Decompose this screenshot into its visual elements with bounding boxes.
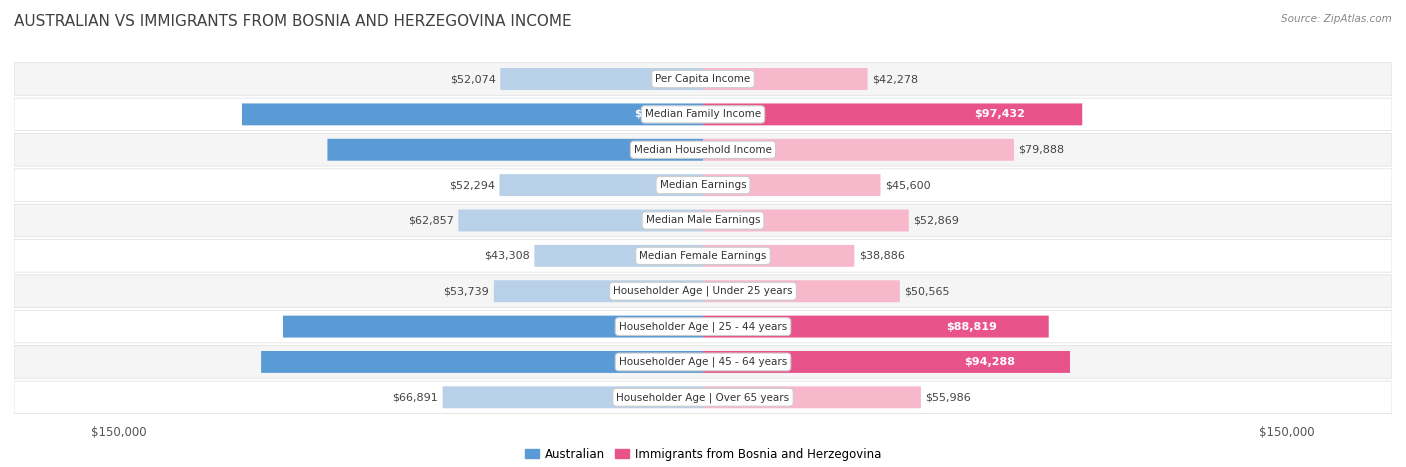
Text: Householder Age | 45 - 64 years: Householder Age | 45 - 64 years <box>619 357 787 367</box>
FancyBboxPatch shape <box>703 316 1049 338</box>
FancyBboxPatch shape <box>14 134 1392 166</box>
FancyBboxPatch shape <box>703 68 868 90</box>
FancyBboxPatch shape <box>14 63 1392 95</box>
Text: $96,490: $96,490 <box>647 145 697 155</box>
Text: $66,891: $66,891 <box>392 392 437 402</box>
Text: Median Female Earnings: Median Female Earnings <box>640 251 766 261</box>
FancyBboxPatch shape <box>443 386 703 408</box>
Text: $88,819: $88,819 <box>946 322 997 332</box>
FancyBboxPatch shape <box>458 210 703 232</box>
FancyBboxPatch shape <box>703 103 1083 125</box>
Text: Median Earnings: Median Earnings <box>659 180 747 190</box>
FancyBboxPatch shape <box>494 280 703 302</box>
Text: Median Household Income: Median Household Income <box>634 145 772 155</box>
FancyBboxPatch shape <box>14 204 1392 237</box>
FancyBboxPatch shape <box>703 245 855 267</box>
FancyBboxPatch shape <box>14 310 1392 343</box>
FancyBboxPatch shape <box>14 98 1392 131</box>
Text: $45,600: $45,600 <box>886 180 931 190</box>
Text: $52,869: $52,869 <box>914 215 959 226</box>
Text: $42,278: $42,278 <box>872 74 918 84</box>
Text: AUSTRALIAN VS IMMIGRANTS FROM BOSNIA AND HERZEGOVINA INCOME: AUSTRALIAN VS IMMIGRANTS FROM BOSNIA AND… <box>14 14 572 29</box>
Text: $97,432: $97,432 <box>974 109 1025 120</box>
FancyBboxPatch shape <box>499 174 703 196</box>
FancyBboxPatch shape <box>14 346 1392 378</box>
Text: $55,986: $55,986 <box>925 392 972 402</box>
Text: $118,440: $118,440 <box>634 109 693 120</box>
Text: $94,288: $94,288 <box>965 357 1015 367</box>
Text: $38,886: $38,886 <box>859 251 905 261</box>
FancyBboxPatch shape <box>534 245 703 267</box>
FancyBboxPatch shape <box>14 381 1392 414</box>
Text: $79,888: $79,888 <box>1018 145 1064 155</box>
FancyBboxPatch shape <box>14 275 1392 307</box>
FancyBboxPatch shape <box>703 386 921 408</box>
FancyBboxPatch shape <box>703 280 900 302</box>
Text: Householder Age | Under 25 years: Householder Age | Under 25 years <box>613 286 793 297</box>
Text: Median Family Income: Median Family Income <box>645 109 761 120</box>
FancyBboxPatch shape <box>328 139 703 161</box>
Text: $43,308: $43,308 <box>484 251 530 261</box>
FancyBboxPatch shape <box>242 103 703 125</box>
Text: $62,857: $62,857 <box>408 215 454 226</box>
Text: $52,294: $52,294 <box>449 180 495 190</box>
Text: Median Male Earnings: Median Male Earnings <box>645 215 761 226</box>
Text: Householder Age | 25 - 44 years: Householder Age | 25 - 44 years <box>619 321 787 332</box>
FancyBboxPatch shape <box>14 240 1392 272</box>
FancyBboxPatch shape <box>703 174 880 196</box>
FancyBboxPatch shape <box>703 351 1070 373</box>
Text: Per Capita Income: Per Capita Income <box>655 74 751 84</box>
Text: $52,074: $52,074 <box>450 74 496 84</box>
FancyBboxPatch shape <box>703 139 1014 161</box>
Text: Householder Age | Over 65 years: Householder Age | Over 65 years <box>616 392 790 403</box>
Text: $113,533: $113,533 <box>637 357 695 367</box>
Text: $53,739: $53,739 <box>443 286 489 296</box>
FancyBboxPatch shape <box>262 351 703 373</box>
FancyBboxPatch shape <box>14 169 1392 201</box>
Text: $50,565: $50,565 <box>904 286 950 296</box>
Text: Source: ZipAtlas.com: Source: ZipAtlas.com <box>1281 14 1392 24</box>
Legend: Australian, Immigrants from Bosnia and Herzegovina: Australian, Immigrants from Bosnia and H… <box>520 443 886 466</box>
FancyBboxPatch shape <box>501 68 703 90</box>
FancyBboxPatch shape <box>283 316 703 338</box>
Text: $107,912: $107,912 <box>640 322 699 332</box>
FancyBboxPatch shape <box>703 210 908 232</box>
